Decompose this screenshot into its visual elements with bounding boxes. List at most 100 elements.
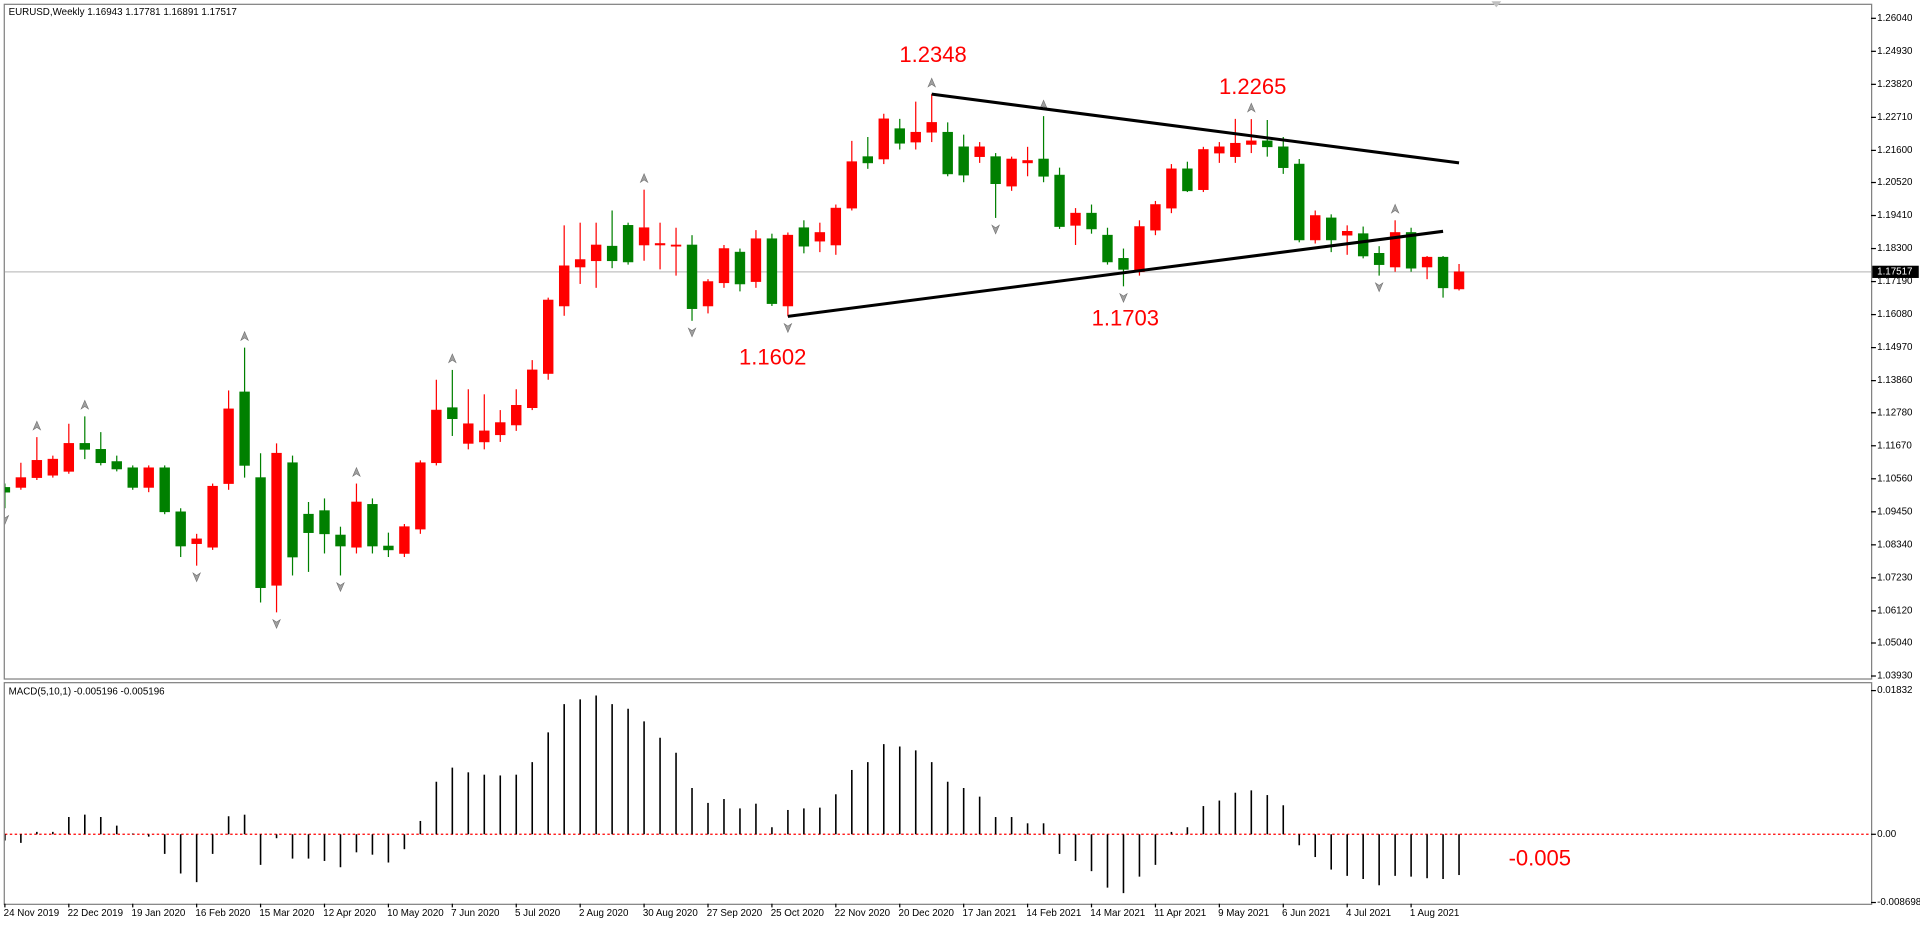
last-price-label: 1.17517 — [1877, 266, 1912, 277]
candle-body — [79, 443, 90, 450]
y-tick-label: 1.06120 — [1877, 605, 1913, 616]
chart-shift-marker — [1491, 1, 1502, 8]
x-tick-label: 14 Feb 2021 — [1026, 908, 1081, 919]
candle-body — [4, 487, 11, 493]
candle-body — [782, 234, 794, 307]
candle-body — [399, 526, 410, 554]
candle-body — [558, 265, 570, 307]
fractal-up — [80, 399, 90, 410]
candle-body — [63, 443, 75, 472]
x-tick-label: 7 Jun 2020 — [451, 908, 500, 919]
candle-body — [447, 407, 458, 420]
y-tick-label: 1.08340 — [1877, 539, 1913, 550]
candle-body — [383, 545, 394, 551]
candle-body — [527, 369, 538, 409]
candle-body — [287, 462, 298, 558]
candle-body — [702, 281, 714, 307]
fractal-up — [639, 172, 649, 184]
fractal-down — [991, 224, 1000, 235]
y-tick-label: 1.10560 — [1877, 473, 1913, 484]
candle-body — [1262, 140, 1273, 148]
y-tick-label: 1.19410 — [1877, 210, 1913, 221]
candle-body — [718, 248, 730, 284]
candle-body — [814, 232, 826, 242]
y-tick-label: -0.008698 — [1877, 897, 1920, 908]
candle-body — [942, 131, 953, 175]
fractal-up — [1390, 203, 1400, 214]
candle-body — [335, 534, 346, 547]
x-tick-label: 27 Sep 2020 — [707, 908, 763, 919]
fractal-up — [240, 330, 249, 342]
candle-body — [111, 461, 122, 470]
annotation: 1.2265 — [1219, 74, 1286, 99]
fractal-down — [4, 514, 10, 525]
candle-body — [798, 227, 810, 247]
fractal-down — [783, 322, 793, 334]
y-tick-label: 1.07230 — [1877, 572, 1913, 583]
fractal-up — [927, 77, 937, 88]
x-tick-label: 22 Dec 2019 — [68, 908, 123, 919]
candle-body — [1246, 140, 1257, 145]
candle-body — [511, 405, 522, 426]
x-tick-label: 16 Feb 2020 — [195, 908, 250, 919]
candle-body — [543, 299, 554, 374]
candle-body — [894, 128, 905, 144]
candle-body — [686, 244, 698, 309]
fractal-up — [1246, 102, 1256, 113]
candle-body — [750, 238, 762, 282]
y-tick-label: 1.20520 — [1877, 177, 1913, 188]
candle-body — [1166, 168, 1177, 209]
candle-body — [1230, 142, 1241, 157]
candle-body — [1022, 160, 1033, 164]
candle-body — [1437, 256, 1449, 289]
fractal-down — [272, 618, 281, 630]
x-tick-label: 2 Aug 2020 — [579, 908, 629, 919]
x-tick-label: 30 Aug 2020 — [643, 908, 698, 919]
candle-body — [271, 452, 282, 586]
macd-plot: -0.005 — [4, 695, 1872, 894]
candle-body — [830, 207, 842, 246]
macd-panel-frame — [3, 682, 1873, 905]
candle-body — [1182, 168, 1193, 192]
main-panel-frame — [3, 3, 1873, 680]
candle-body — [479, 430, 490, 443]
candle-body — [1357, 233, 1369, 257]
annotation: 1.1703 — [1092, 305, 1159, 330]
x-tick-label: 5 Jul 2020 — [515, 908, 561, 919]
candle-body — [878, 118, 889, 160]
candle-body — [990, 156, 1001, 185]
candle-body — [638, 227, 650, 246]
y-tick-label: 1.14970 — [1877, 342, 1913, 353]
fractal-up — [32, 420, 42, 431]
candle-body — [1405, 232, 1417, 269]
candle-body — [495, 422, 506, 436]
y-tick-label: 1.24930 — [1877, 46, 1913, 57]
fractal-down — [687, 327, 697, 338]
fractal-down — [336, 581, 345, 593]
candle-body — [1341, 230, 1353, 236]
candle-body — [1421, 256, 1433, 268]
annotation: 1.2348 — [899, 42, 966, 67]
annotation: -0.005 — [1509, 845, 1571, 870]
candle-body — [223, 408, 234, 484]
candle-body — [1453, 271, 1465, 290]
candle-body — [143, 467, 154, 488]
x-tick-label: 24 Nov 2019 — [4, 908, 59, 919]
candle-body — [351, 501, 362, 548]
candle-body — [1134, 226, 1145, 273]
candle-body — [1326, 217, 1337, 241]
y-tick-label: 1.17190 — [1877, 276, 1913, 287]
x-tick-label: 6 Jun 2021 — [1282, 908, 1330, 919]
candle-body — [319, 510, 330, 535]
candle-body — [1150, 204, 1161, 231]
x-tick-label: 25 Oct 2020 — [771, 908, 825, 919]
candle-body — [1086, 212, 1097, 230]
candle-body — [239, 391, 250, 466]
x-tick-label: 20 Dec 2020 — [899, 908, 955, 919]
y-tick-label: 0.01832 — [1877, 685, 1912, 696]
y-tick-label: 1.18300 — [1877, 243, 1913, 254]
macd-title: MACD(5,10,1) -0.005196 -0.005196 — [9, 686, 166, 697]
y-tick-label: 1.13860 — [1877, 375, 1913, 386]
annotation: 1.1602 — [739, 345, 806, 370]
